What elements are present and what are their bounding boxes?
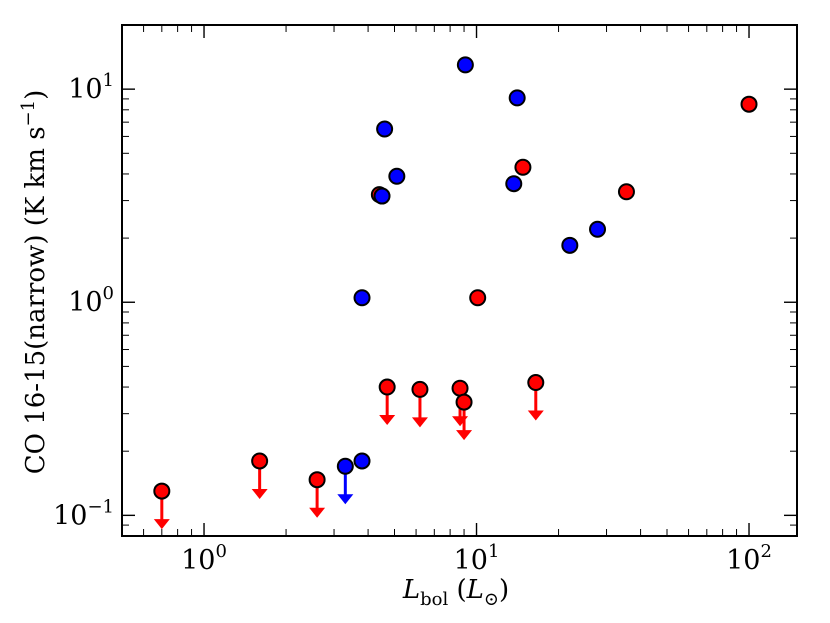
upper-limit-arrow-head — [251, 488, 268, 499]
upper-limit-point — [308, 471, 326, 489]
upper-limit-point — [455, 393, 473, 411]
data-points — [153, 56, 758, 500]
detection-point — [376, 120, 394, 138]
x-tick-label: 102 — [726, 541, 772, 576]
x-label-unit-main: L — [466, 575, 484, 605]
x-label-main: L — [402, 575, 420, 605]
detection-point — [353, 289, 371, 307]
y-axis-label: CO 16-15(narrow) (K km s−1) — [18, 90, 51, 475]
upper-limit-arrow-head — [309, 507, 326, 518]
upper-limit-arrow-head — [379, 415, 396, 426]
x-tick-label: 101 — [454, 541, 500, 576]
y-label-close: ) — [21, 90, 51, 100]
upper-limit-arrow-head — [527, 410, 544, 421]
y-label-sup: −1 — [18, 100, 39, 127]
upper-limit-arrow-head — [456, 430, 473, 441]
y-tick-label: 100 — [68, 283, 114, 318]
upper-limit-point — [451, 379, 469, 397]
x-label-unit-open: ( — [448, 575, 466, 605]
x-label-unit-sub: ⊙ — [484, 589, 499, 610]
upper-limit-arrow-head — [153, 519, 170, 530]
upper-limit-point — [153, 482, 171, 500]
upper-limit-arrow-head — [411, 417, 428, 428]
x-tick-label: 100 — [181, 541, 227, 576]
x-label-unit-close: ) — [499, 575, 509, 605]
upper-limit-point — [336, 457, 354, 475]
y-tick-label: 101 — [68, 70, 114, 105]
detection-point — [388, 167, 406, 185]
detection-point — [456, 56, 474, 74]
upper-limit-point — [251, 452, 269, 470]
detection-point — [373, 187, 391, 205]
upper-limit-arrow-head — [452, 416, 469, 427]
plot-frame — [121, 24, 798, 537]
upper-limit-point — [411, 380, 429, 398]
minor-ticks — [121, 24, 797, 537]
detection-point — [514, 158, 532, 176]
detection-point — [589, 220, 607, 238]
detection-point — [353, 452, 371, 470]
x-axis-label: Lbol (L⊙) — [402, 575, 509, 610]
y-tick-label: 10−1 — [53, 496, 114, 531]
detection-point — [617, 183, 635, 201]
detection-point — [561, 236, 579, 254]
major-ticks — [122, 25, 797, 536]
detection-point — [740, 95, 758, 113]
x-label-sub: bol — [420, 589, 448, 610]
upper-limit-point — [527, 374, 545, 392]
y-label-main: CO 16-15(narrow) (K km s — [21, 126, 51, 474]
upper-limit-point — [378, 378, 396, 396]
upper-limit-arrows — [153, 382, 544, 530]
detection-point — [469, 289, 487, 307]
detection-point — [505, 175, 523, 193]
upper-limit-arrow-head — [337, 494, 354, 505]
tick-labels: 100 101 102 10−1 100 101 — [53, 70, 772, 576]
detection-point — [508, 89, 526, 107]
